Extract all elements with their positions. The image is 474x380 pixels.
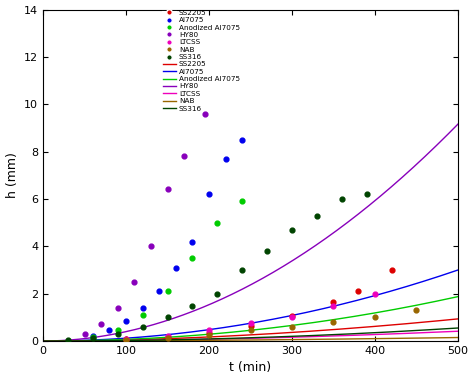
Point	[122, 336, 130, 342]
Point	[164, 333, 171, 339]
Point	[89, 335, 97, 341]
Point	[164, 335, 171, 341]
Point	[155, 288, 163, 294]
Point	[222, 156, 229, 162]
Point	[238, 137, 246, 143]
Point	[189, 239, 196, 245]
Point	[122, 336, 130, 342]
Point	[288, 227, 296, 233]
Point	[130, 279, 138, 285]
Point	[288, 314, 296, 320]
Point	[338, 196, 346, 202]
Point	[164, 314, 171, 320]
Point	[330, 299, 337, 305]
Point	[164, 288, 171, 294]
Point	[139, 312, 146, 318]
Point	[288, 313, 296, 319]
Point	[388, 267, 395, 273]
Point	[247, 323, 255, 329]
Point	[313, 212, 321, 218]
Point	[114, 305, 121, 311]
Point	[114, 331, 121, 337]
Point	[164, 334, 171, 340]
Point	[355, 288, 362, 294]
Point	[205, 330, 213, 336]
Point	[189, 255, 196, 261]
Point	[330, 302, 337, 309]
Point	[330, 319, 337, 325]
Point	[114, 327, 121, 333]
Legend: SS2205, Al7075, Anodized Al7075, HY80, LTCSS, NAB, SS316, SS2205, Al7075, Anodiz: SS2205, Al7075, Anodized Al7075, HY80, L…	[163, 10, 240, 111]
Point	[214, 220, 221, 226]
Point	[172, 264, 180, 271]
Point	[122, 318, 130, 324]
Point	[238, 198, 246, 204]
Point	[147, 243, 155, 249]
Point	[288, 324, 296, 330]
Point	[371, 314, 379, 320]
Point	[139, 324, 146, 330]
Point	[89, 333, 97, 339]
Point	[89, 334, 97, 340]
Point	[214, 291, 221, 297]
Point	[238, 267, 246, 273]
Point	[205, 191, 213, 197]
Point	[106, 327, 113, 333]
Point	[247, 327, 255, 333]
X-axis label: t (min): t (min)	[229, 361, 272, 374]
Point	[247, 320, 255, 326]
Point	[413, 307, 420, 313]
Y-axis label: h (mm): h (mm)	[6, 152, 18, 198]
Point	[180, 153, 188, 159]
Point	[81, 331, 88, 337]
Point	[64, 337, 72, 344]
Point	[189, 302, 196, 309]
Point	[164, 187, 171, 193]
Point	[205, 327, 213, 333]
Point	[363, 191, 371, 197]
Point	[205, 332, 213, 338]
Point	[97, 321, 105, 328]
Point	[139, 305, 146, 311]
Point	[201, 111, 209, 117]
Point	[371, 291, 379, 297]
Point	[264, 248, 271, 254]
Point	[122, 337, 130, 343]
